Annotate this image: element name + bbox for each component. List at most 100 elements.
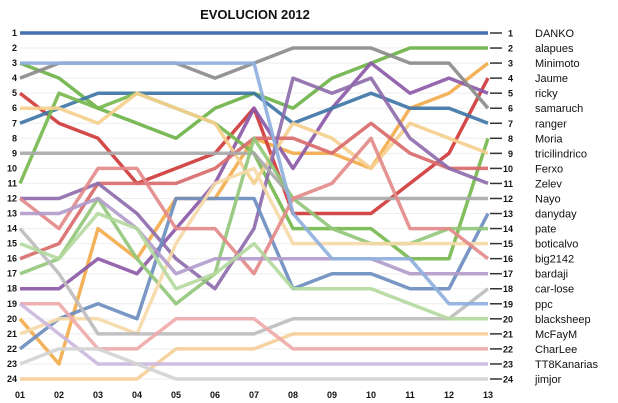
legend-name: bardaji [535, 269, 568, 281]
legend-rank: 17 [503, 269, 513, 279]
y-tick-label: 5 [12, 88, 17, 98]
legend-name: DANKO [535, 28, 575, 40]
legend-name: Zelev [535, 178, 562, 190]
y-tick-label: 12 [7, 193, 17, 203]
legend: 1 DANKO 2 alapues 3 Minimoto 4 Jaume 5 ricky 6 sama… [490, 28, 598, 386]
series-line-jimjor [19, 347, 488, 381]
legend-rank: 24 [503, 375, 513, 385]
x-tick-label: 12 [444, 390, 454, 400]
y-tick-label: 10 [7, 163, 17, 173]
legend-item-pate: 14 pate [490, 224, 556, 236]
x-tick-label: 10 [366, 390, 376, 400]
y-tick-label: 20 [7, 314, 17, 324]
legend-rank: 21 [503, 329, 513, 339]
x-tick-label: 04 [132, 390, 142, 400]
legend-name: TT8Kanarias [535, 359, 598, 371]
legend-name: pate [535, 224, 556, 236]
series-line-tricilindrico [20, 91, 489, 186]
legend-name: ppc [535, 299, 553, 311]
legend-item-big2142: 16 big2142 [490, 254, 574, 266]
legend-rank: 7 [508, 119, 513, 129]
y-tick-label: 14 [7, 224, 17, 234]
chart-title: EVOLUCION 2012 [200, 7, 310, 22]
legend-name: tricilindrico [535, 148, 587, 160]
legend-item-blacksheep: 20 blacksheep [490, 314, 591, 326]
legend-item-bardaji: 17 bardaji [490, 269, 568, 281]
legend-item-car-lose: 18 car-lose [490, 284, 574, 296]
y-tick-label: 6 [12, 103, 17, 113]
x-tick-label: 07 [249, 390, 259, 400]
x-tick-label: 06 [210, 390, 220, 400]
series-line-ricky [20, 61, 489, 291]
legend-item-alapues: 2 alapues [490, 43, 574, 55]
series-line-ppc [20, 61, 488, 306]
series-line-charlee [20, 302, 488, 351]
legend-name: CharLee [535, 344, 577, 356]
legend-item-samaruch: 6 samaruch [490, 103, 583, 115]
legend-rank: 3 [508, 59, 513, 69]
legend-name: Moria [535, 133, 563, 145]
x-tick-label: 13 [483, 390, 493, 400]
series-line-blacksheep [19, 211, 488, 321]
legend-rank: 15 [503, 239, 513, 249]
series-line-nayo [20, 151, 488, 201]
series-line-ranger [19, 91, 489, 126]
legend-name: ricky [535, 88, 558, 100]
legend-name: samaruch [535, 103, 583, 115]
x-tick-label: 05 [171, 390, 181, 400]
legend-rank: 10 [503, 164, 513, 174]
legend-item-zelev: 11 Zelev [490, 178, 562, 190]
y-tick-label: 21 [7, 329, 17, 339]
legend-rank: 9 [508, 149, 513, 159]
legend-name: Nayo [535, 193, 561, 205]
y-tick-label: 23 [7, 359, 17, 369]
x-tick-label: 08 [288, 390, 298, 400]
y-tick-label: 3 [12, 58, 17, 68]
y-tick-label: 16 [7, 254, 17, 264]
y-tick-label: 4 [12, 73, 17, 83]
legend-rank: 14 [503, 224, 513, 234]
y-tick-label: 17 [7, 269, 17, 279]
series-lines [18, 31, 490, 381]
legend-item-charlee: 22 CharLee [490, 344, 577, 356]
legend-rank: 1 [508, 29, 513, 39]
x-axis-ticks: 01 02 03 04 05 06 07 08 09 10 11 12 13 [15, 390, 493, 400]
y-tick-label: 8 [12, 133, 17, 143]
series-line-car-lose [18, 227, 490, 336]
legend-item-jaume: 4 Jaume [490, 73, 568, 85]
legend-item-ferxo: 10 Ferxo [490, 163, 563, 175]
series-line-tt8kanarias [18, 302, 488, 366]
legend-item-jimjor: 24 jimjor [490, 374, 562, 386]
series-line-boticalvo [19, 166, 488, 336]
legend-item-ppc: 19 ppc [490, 299, 553, 311]
legend-rank: 12 [503, 194, 513, 204]
y-tick-label: 1 [12, 28, 17, 38]
legend-name: Minimoto [535, 58, 580, 70]
legend-rank: 22 [503, 344, 513, 354]
legend-item-boticalvo: 15 boticalvo [490, 239, 578, 251]
legend-rank: 13 [503, 209, 513, 219]
legend-name: ranger [535, 118, 567, 130]
legend-rank: 4 [508, 74, 513, 84]
y-tick-label: 18 [7, 284, 17, 294]
legend-item-danko: 1 DANKO [490, 28, 575, 40]
legend-item-ranger: 7 ranger [490, 118, 567, 130]
y-tick-label: 9 [12, 148, 17, 158]
legend-item-nayo: 12 Nayo [490, 193, 561, 205]
legend-rank: 19 [503, 299, 513, 309]
grid [20, 32, 488, 380]
y-tick-label: 2 [12, 43, 17, 53]
legend-name: Ferxo [535, 163, 563, 175]
legend-name: blacksheep [535, 314, 591, 326]
legend-rank: 8 [508, 134, 513, 144]
legend-item-tt8kanarias: 23 TT8Kanarias [490, 359, 598, 371]
legend-rank: 16 [503, 254, 513, 264]
legend-item-minimoto: 3 Minimoto [490, 58, 580, 70]
y-tick-label: 11 [7, 178, 17, 188]
legend-rank: 11 [503, 179, 513, 189]
x-tick-label: 11 [405, 390, 415, 400]
x-tick-label: 09 [327, 390, 337, 400]
x-tick-label: 01 [15, 390, 25, 400]
